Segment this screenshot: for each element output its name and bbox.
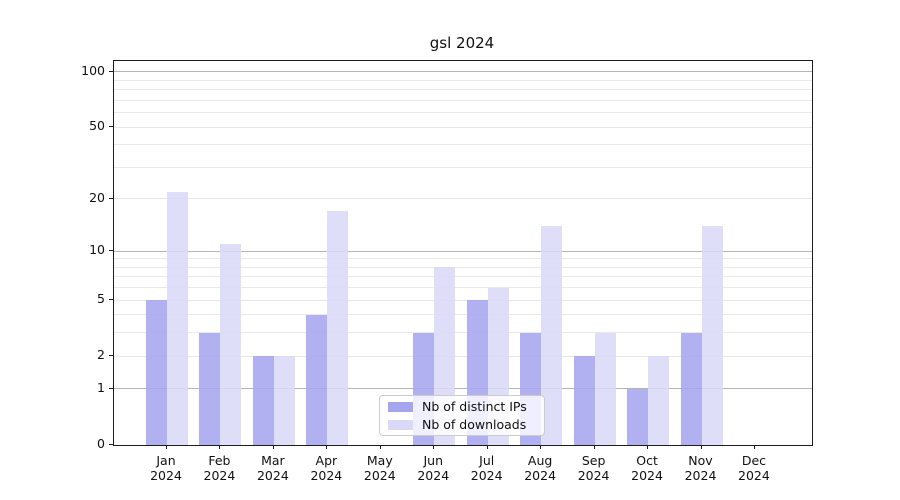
plot-area: Nb of distinct IPs Nb of downloads: [113, 60, 813, 446]
y-tick-label-2: 2: [97, 347, 105, 363]
y-tick-label-0: 0: [97, 436, 105, 451]
x-tick-label-mar: Mar 2024: [256, 453, 289, 483]
y-tick-mark-10: [109, 250, 113, 252]
x-tick-mark-jul: [486, 445, 488, 449]
x-tick-label-nov: Nov 2024: [684, 453, 717, 483]
gridline-y-60: [114, 112, 812, 114]
x-tick-mark-jun: [433, 445, 435, 449]
y-tick-label-20: 20: [89, 189, 105, 205]
x-tick-mark-mar: [272, 445, 274, 449]
x-tick-label-jan: Jan 2024: [150, 453, 182, 483]
bar-ips-oct: [627, 388, 649, 445]
y-tick-mark-5: [109, 299, 113, 301]
y-tick-label-5: 5: [97, 291, 105, 307]
bar-downloads-nov: [701, 226, 723, 445]
gridline-y-5: [114, 299, 812, 301]
y-tick-mark-100: [109, 70, 113, 72]
bar-ips-jan: [146, 300, 167, 445]
gridline-y-20: [114, 198, 812, 200]
bar-downloads-apr: [327, 211, 349, 445]
x-tick-label-jun: Jun 2024: [417, 453, 450, 483]
x-tick-mark-nov: [700, 445, 702, 449]
gridline-y-1: [114, 388, 812, 390]
bar-downloads-feb: [220, 244, 242, 445]
x-tick-label-sep: Sep 2024: [577, 453, 610, 483]
legend-swatch-downloads: [388, 419, 413, 430]
bar-ips-feb: [199, 332, 221, 445]
y-tick-mark-2: [109, 355, 113, 357]
y-tick-mark-0: [109, 444, 113, 445]
gridline-y-90: [114, 79, 812, 81]
gridline-y-8: [114, 266, 812, 268]
gridline-y-40: [114, 144, 812, 146]
x-tick-mark-oct: [647, 445, 649, 449]
gridline-y-30: [114, 166, 812, 168]
bar-downloads-aug: [541, 226, 563, 445]
bar-downloads-mar: [273, 356, 295, 445]
gridline-y-9: [114, 258, 812, 260]
x-tick-mark-feb: [219, 445, 221, 449]
legend-label-downloads: Nb of downloads: [422, 417, 527, 432]
chart-title: gsl 2024: [429, 34, 495, 52]
x-tick-mark-apr: [326, 445, 328, 449]
y-tick-label-50: 50: [89, 118, 105, 134]
x-tick-mark-dec: [753, 445, 755, 449]
gridline-y-7: [114, 276, 812, 278]
x-tick-label-oct: Oct 2024: [631, 453, 663, 483]
bar-ips-nov: [680, 332, 702, 445]
y-tick-label-1: 1: [97, 379, 105, 395]
legend-label-distinct-ips: Nb of distinct IPs: [422, 399, 527, 414]
gridline-y-3: [114, 332, 812, 334]
x-tick-mark-may: [379, 445, 381, 449]
x-tick-mark-jan: [166, 445, 167, 449]
x-tick-label-jul: Jul 2024: [470, 453, 503, 483]
bar-downloads-sep: [594, 332, 616, 445]
bar-downloads-jan: [167, 191, 188, 445]
y-tick-mark-1: [109, 387, 113, 389]
y-tick-mark-20: [109, 197, 113, 199]
bar-ips-sep: [573, 356, 595, 445]
legend: Nb of distinct IPs Nb of downloads: [379, 395, 545, 436]
x-tick-label-feb: Feb 2024: [203, 453, 236, 483]
gridline-y-70: [114, 99, 812, 101]
bar-downloads-oct: [648, 356, 670, 445]
x-tick-label-may: May 2024: [363, 453, 396, 483]
x-tick-label-dec: Dec 2024: [738, 453, 770, 483]
gridline-y-4: [114, 314, 812, 316]
legend-item-downloads: Nb of downloads: [388, 417, 536, 432]
y-tick-label-100: 100: [81, 62, 105, 78]
x-tick-label-apr: Apr 2024: [310, 453, 343, 483]
y-tick-mark-50: [109, 126, 113, 128]
x-tick-mark-sep: [593, 445, 595, 449]
gridline-y-6: [114, 287, 812, 289]
bar-ips-mar: [252, 356, 274, 445]
gridline-y-100: [114, 71, 812, 73]
y-tick-label-10: 10: [89, 242, 105, 258]
x-tick-mark-aug: [540, 445, 542, 449]
legend-item-distinct-ips: Nb of distinct IPs: [388, 399, 536, 414]
gridline-y-2: [114, 355, 812, 357]
legend-swatch-distinct-ips: [388, 401, 413, 412]
bar-ips-apr: [306, 314, 328, 445]
gridline-y-50: [114, 126, 812, 128]
gridline-y-80: [114, 89, 812, 91]
x-tick-label-aug: Aug 2024: [524, 453, 557, 483]
gridline-y-10: [114, 250, 812, 252]
